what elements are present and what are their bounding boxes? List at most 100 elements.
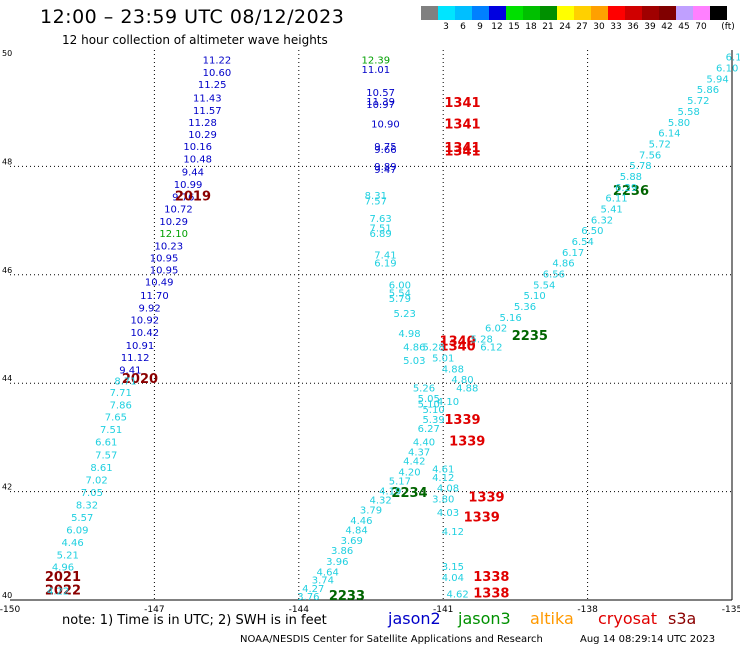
wave-height-point: 11.25 bbox=[198, 80, 227, 91]
mission-s3a: s3a bbox=[668, 609, 697, 628]
wave-height-point: 5.54 bbox=[389, 288, 411, 299]
wave-height-point: 5.86 bbox=[697, 85, 719, 96]
color-scale-tick: 39 bbox=[644, 22, 656, 32]
x-tick-label: -144 bbox=[289, 605, 310, 615]
color-scale-tick: 21 bbox=[542, 22, 554, 32]
wave-height-point: 3.15 bbox=[442, 562, 464, 573]
track-time-label: 2235 bbox=[512, 329, 548, 344]
wave-height-point: 5.36 bbox=[514, 302, 536, 313]
wave-height-point: 4.08 bbox=[437, 484, 459, 495]
mission-altika: altika bbox=[530, 609, 574, 628]
units-note: note: 1) Time is in UTC; 2) SWH is in fe… bbox=[62, 613, 327, 628]
color-swatch bbox=[608, 6, 625, 20]
y-tick-label: 50 bbox=[2, 49, 12, 58]
y-tick-label: 48 bbox=[2, 157, 12, 166]
x-tick-label: -147 bbox=[144, 605, 164, 615]
wave-height-point: 5.26 bbox=[413, 383, 435, 394]
wave-height-point: 5.23 bbox=[394, 309, 416, 320]
color-scale-tick: 12 bbox=[491, 22, 503, 32]
x-tick-label: -150 bbox=[0, 605, 20, 615]
wave-height-point: 11.22 bbox=[203, 55, 232, 66]
wave-height-point: 7.41 bbox=[374, 251, 396, 262]
y-tick-label: 46 bbox=[2, 266, 12, 275]
wave-height-point: 6.19 bbox=[374, 259, 396, 270]
wave-height-point: 11.57 bbox=[193, 106, 222, 117]
wave-height-point: 10.49 bbox=[145, 278, 174, 289]
track-time-label: 1340 bbox=[440, 340, 476, 355]
wave-height-point: 5.10 bbox=[422, 405, 444, 416]
wave-height-point: 11.01 bbox=[361, 65, 390, 76]
track-time-label: 1339 bbox=[468, 490, 504, 505]
y-tick-label: 44 bbox=[2, 374, 12, 383]
color-scale-tick: 42 bbox=[661, 22, 673, 32]
color-swatch bbox=[438, 6, 455, 20]
wave-height-point: 7.65 bbox=[105, 413, 127, 424]
wave-height-point: 4.98 bbox=[398, 329, 420, 340]
wave-height-point: 10.99 bbox=[174, 180, 203, 191]
wave-height-point: 11.12 bbox=[121, 353, 150, 364]
color-swatch bbox=[489, 6, 506, 20]
wave-height-point: 4.27 bbox=[302, 584, 324, 595]
wave-height-point: 6.89 bbox=[369, 229, 391, 240]
wave-height-point: 4.37 bbox=[408, 447, 430, 458]
track-time-label: 2019 bbox=[175, 190, 211, 205]
wave-height-point: 5.94 bbox=[706, 74, 728, 85]
color-scale-tick: 27 bbox=[576, 22, 588, 32]
wave-height-point: 8.31 bbox=[365, 191, 387, 202]
track-time-label: 2020 bbox=[122, 372, 158, 387]
wave-height-point: 4.61 bbox=[432, 465, 454, 476]
wave-height-point: 5.01 bbox=[432, 354, 454, 365]
wave-height-point: 4.96 bbox=[52, 563, 74, 574]
wave-height-point: 4.84 bbox=[345, 525, 367, 536]
x-tick-label: -135 bbox=[722, 605, 740, 615]
wave-height-point: 3.74 bbox=[312, 576, 334, 587]
wave-height-point: 6.00 bbox=[389, 280, 411, 291]
track-time-label: 2021 bbox=[45, 570, 81, 585]
wave-height-point: 4.64 bbox=[317, 568, 339, 579]
wave-height-point: 4.86 bbox=[552, 259, 574, 270]
mission-jason3: jason3 bbox=[458, 609, 511, 628]
wave-height-point: 6.32 bbox=[591, 215, 613, 226]
wave-height-point: 5.54 bbox=[533, 280, 555, 291]
color-scale-tick: 70 bbox=[695, 22, 707, 32]
wave-height-point: 9.89 bbox=[374, 162, 396, 173]
track-time-label: 1341 bbox=[444, 141, 480, 156]
wave-height-point: 5.16 bbox=[499, 313, 521, 324]
color-swatch bbox=[591, 6, 608, 20]
wave-height-point: 7.05 bbox=[81, 488, 103, 499]
color-swatch bbox=[557, 6, 574, 20]
wave-height-point: 4.42 bbox=[403, 457, 425, 468]
wave-height-point: 5.10 bbox=[418, 400, 440, 411]
track-time-label: 2022 bbox=[45, 584, 81, 599]
color-swatch bbox=[693, 6, 710, 20]
wave-height-point: 7.02 bbox=[86, 475, 108, 486]
wave-height-point: 5.05 bbox=[418, 394, 440, 405]
wave-height-point: 4.12 bbox=[432, 473, 454, 484]
wave-height-point: 9.75 bbox=[374, 142, 396, 153]
wave-height-point: 7.56 bbox=[639, 150, 661, 161]
page-title: 12:00 – 23:59 UTC 08/12/2023 bbox=[40, 6, 345, 28]
x-tick-label: -141 bbox=[433, 605, 453, 615]
wave-height-point: 10.29 bbox=[159, 217, 188, 228]
wave-height-point: 6.29 bbox=[615, 183, 637, 194]
wave-height-point: 6.17 bbox=[562, 248, 584, 259]
color-scale-tick: 30 bbox=[593, 22, 605, 32]
wave-height-point: 10.48 bbox=[183, 155, 212, 166]
wave-height-point: 5.78 bbox=[629, 161, 651, 172]
wave-height-point: 5.17 bbox=[389, 477, 411, 488]
color-swatch bbox=[523, 6, 540, 20]
wave-height-point: 4.19 bbox=[379, 486, 401, 497]
color-scale-tick: 9 bbox=[477, 22, 483, 32]
color-scale-tick: 24 bbox=[559, 22, 571, 32]
color-swatch bbox=[421, 6, 438, 20]
color-scale-tick: 3 bbox=[443, 22, 449, 32]
wave-height-point: 6.12 bbox=[480, 343, 502, 354]
wave-height-point: 6.11 bbox=[605, 194, 627, 205]
wave-height-point: 9.44 bbox=[182, 168, 204, 179]
wave-height-point: 9.41 bbox=[119, 365, 141, 376]
wave-height-point: 3.79 bbox=[360, 505, 382, 516]
track-time-label: 1338 bbox=[473, 586, 509, 601]
wave-height-point: 4.32 bbox=[369, 496, 391, 507]
wave-height-point: 6.56 bbox=[543, 270, 565, 281]
wave-height-point: 10.16 bbox=[183, 142, 212, 153]
